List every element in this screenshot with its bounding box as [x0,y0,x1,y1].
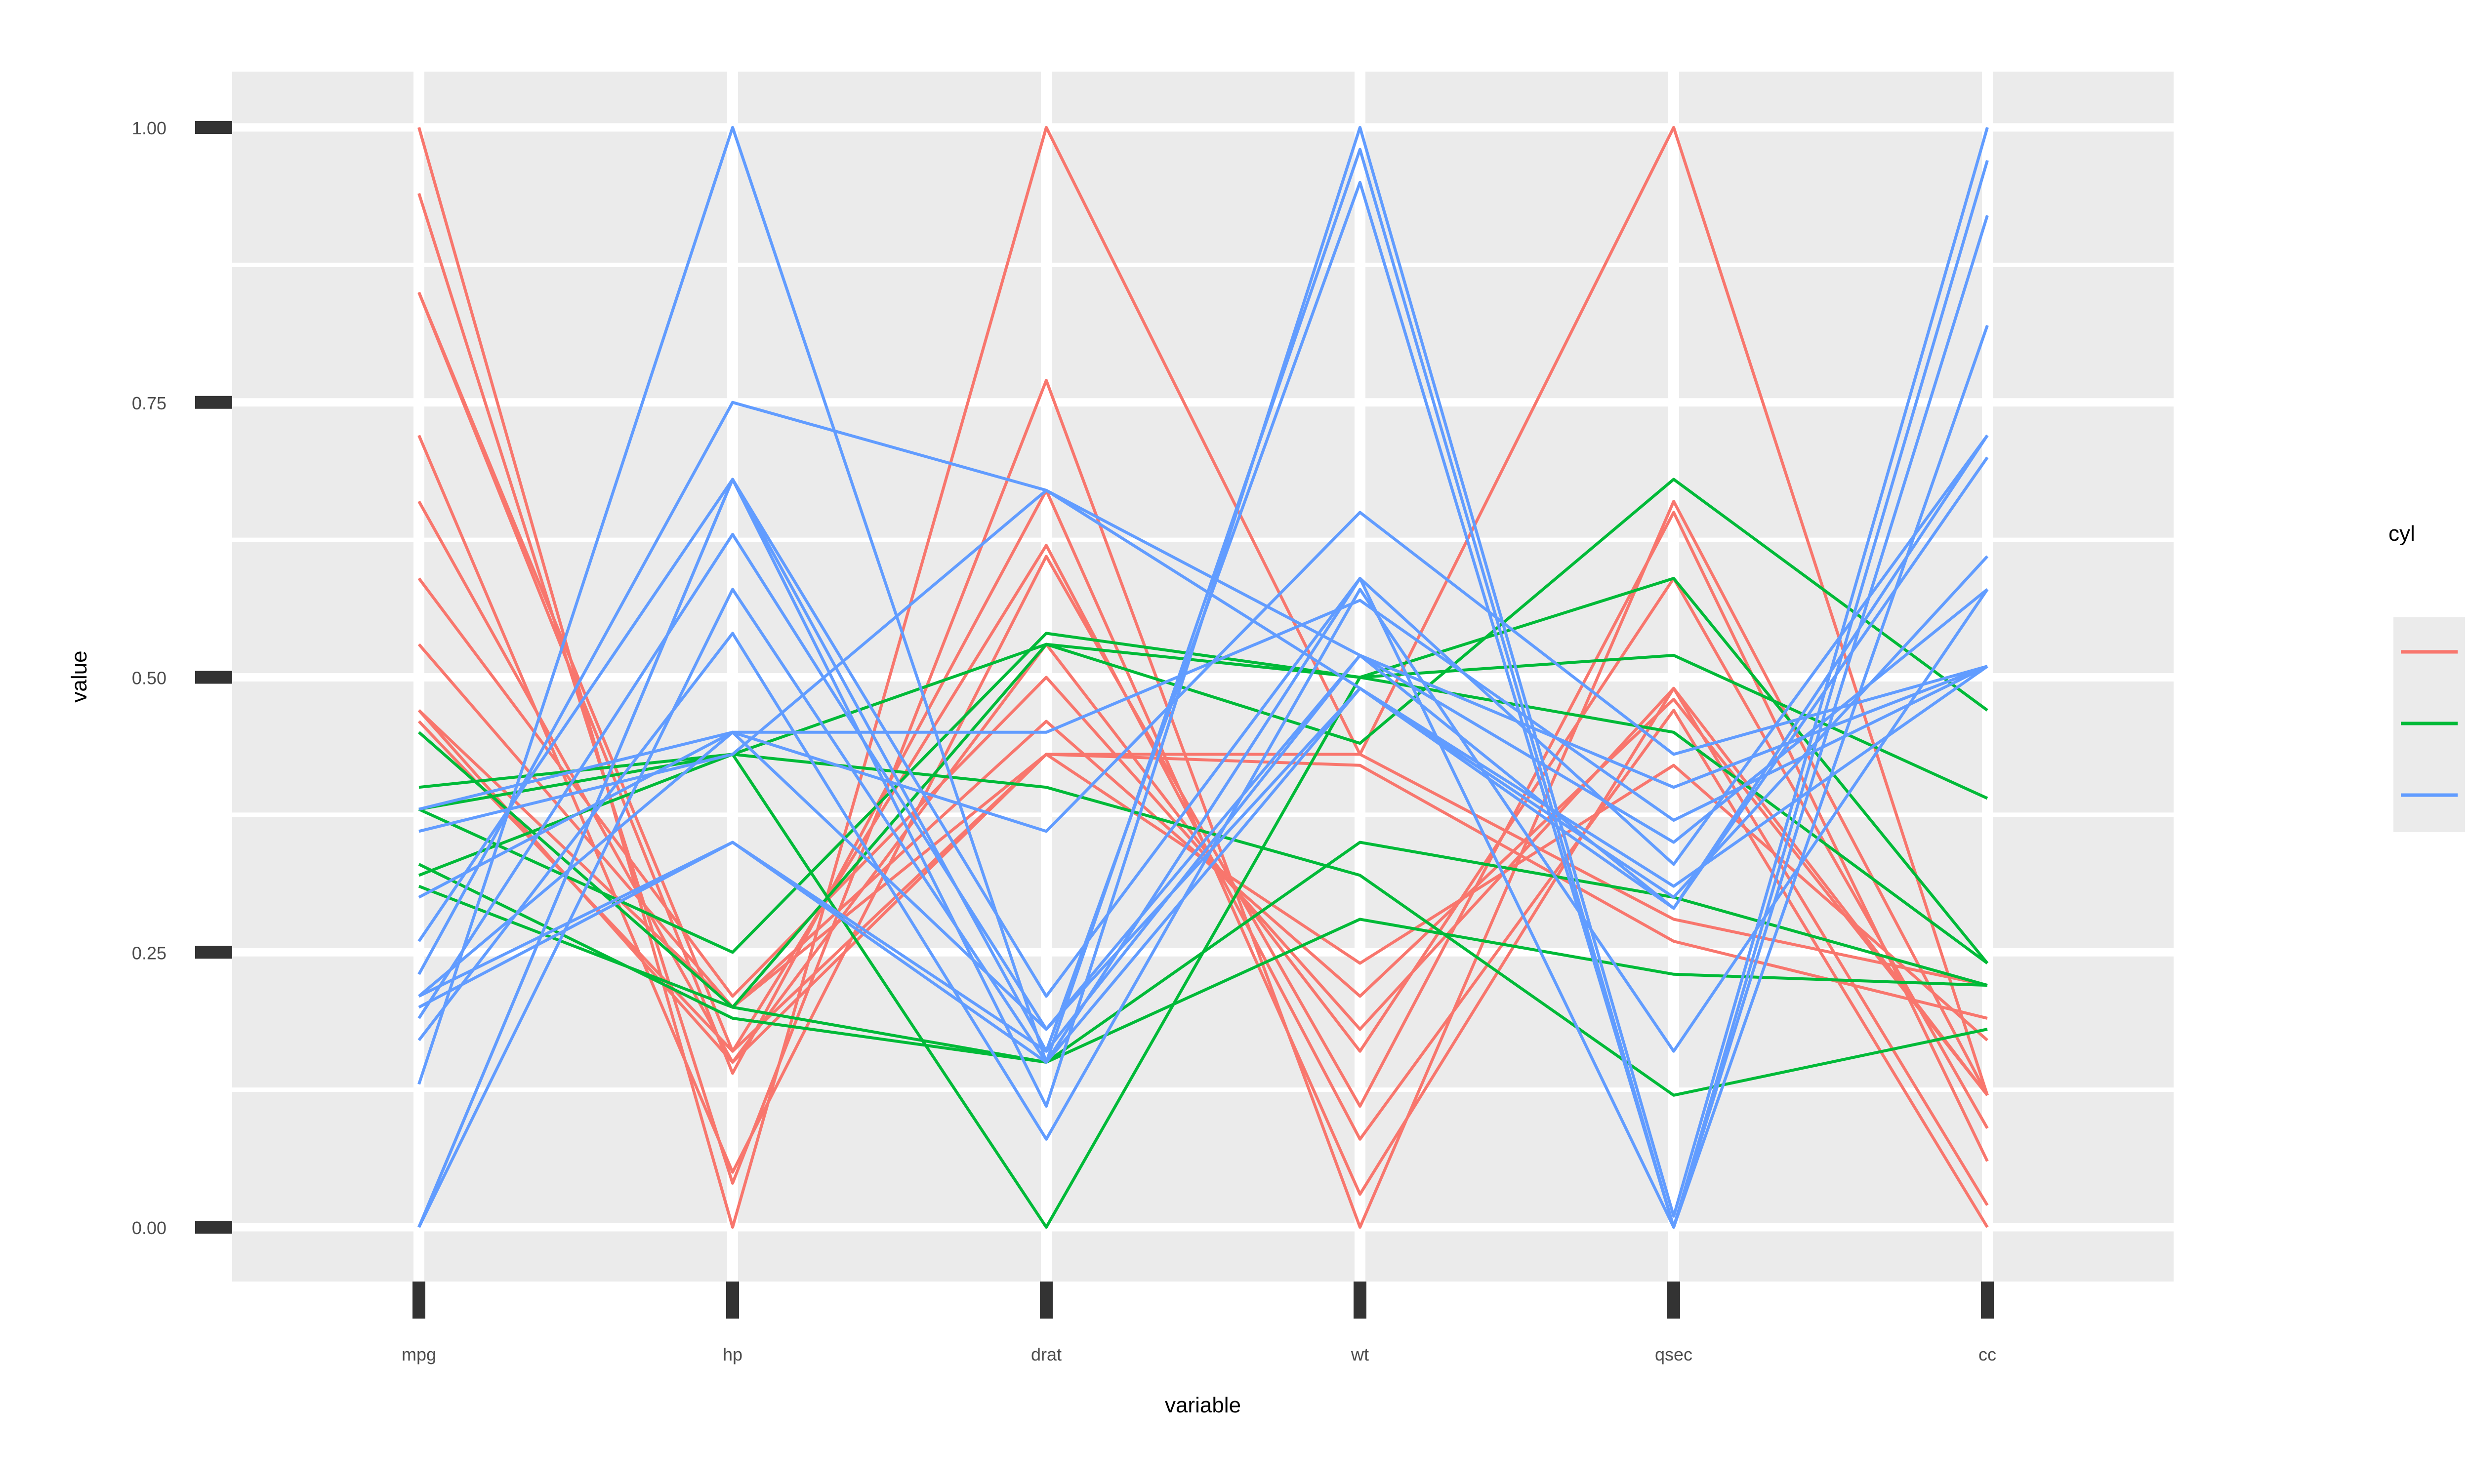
x-tick-label: drat [1031,1344,1062,1364]
series-line-cyl-6 [418,478,1988,1009]
x-axis-title: variable [1165,1393,1241,1417]
y-tick-label: 0.25 [132,943,166,963]
series-line-cyl-6 [418,841,1988,1064]
series-line-cyl-4 [417,193,1989,1229]
series-line-cyl-8 [417,434,1989,998]
series-line-cyl-4 [417,126,1989,1229]
axes: 0.00 0.25 0.50 0.75 1.00 mpg hp drat wt qsec cc [132,118,1996,1364]
series-lines [417,126,1989,1229]
x-tick-label: hp [723,1344,742,1364]
legend-title: cyl [2388,521,2415,546]
series-line-cyl-4 [417,709,1988,1009]
y-tick-label: 0.75 [132,393,166,413]
y-tick-label: 1.00 [132,118,166,138]
series-line-cyl-8 [417,401,1989,975]
series-line-cyl-6 [418,577,1989,964]
series-line-cyl-4 [417,720,1988,1053]
y-tick-label: 0.00 [132,1218,166,1238]
series-line-cyl-4 [417,500,1989,1129]
y-axis-title: value [67,650,91,702]
series-line-cyl-8 [418,588,1988,1031]
series-line-cyl-8 [418,456,1989,1053]
legend: cyl 468 [2388,521,2465,832]
series-line-cyl-8 [417,181,1989,1229]
series-line-cyl-8 [418,665,1988,1064]
series-line-cyl-8 [418,511,1988,833]
series-line-cyl-8 [417,126,1989,1229]
series-line-cyl-8 [417,588,1989,1141]
x-tick-label: qsec [1655,1344,1692,1364]
x-tick-label: wt [1351,1344,1369,1364]
y-tick-label: 0.50 [132,668,166,688]
x-tick-label: cc [1978,1344,1996,1364]
series-line-cyl-8 [417,434,1989,1031]
series-line-cyl-8 [418,488,1988,833]
x-tick-label: mpg [402,1344,436,1364]
series-line-cyl-8 [417,148,1989,1229]
